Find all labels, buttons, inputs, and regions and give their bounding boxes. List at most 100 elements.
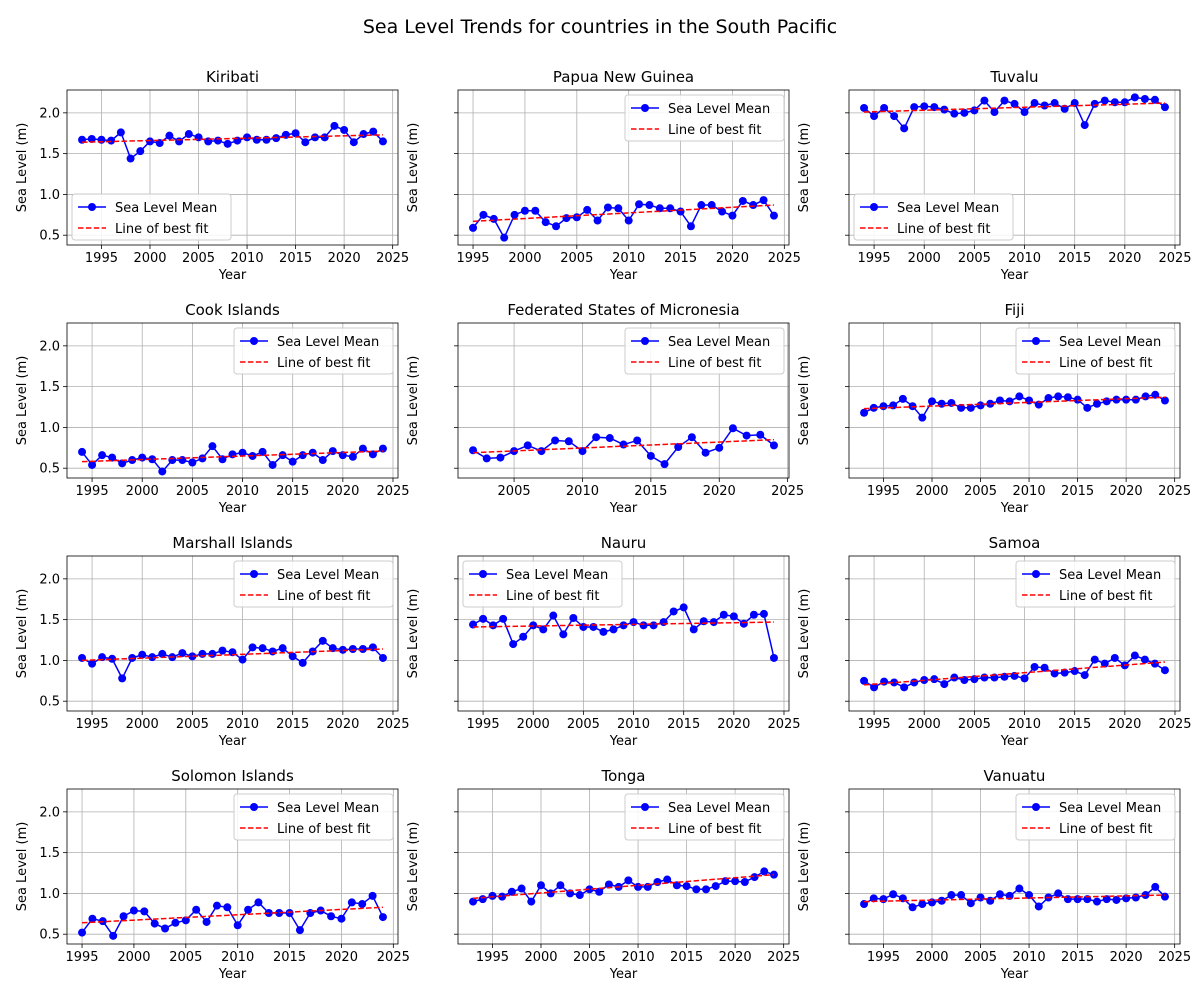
chart-12-legend-label-fit: Line of best fit xyxy=(1059,822,1152,837)
chart-2-sea-level-point xyxy=(614,204,623,213)
chart-4-sea-level-point xyxy=(118,459,127,468)
chart-1-sea-level-point xyxy=(349,138,358,147)
chart-10-x-tick-label: 2025 xyxy=(377,950,410,965)
chart-1-sea-level-point xyxy=(107,136,116,145)
chart-3-axes-frame xyxy=(848,89,1181,246)
chart-1-sea-level-point xyxy=(340,125,349,134)
chart-4-x-tick-label: 2010 xyxy=(226,484,259,499)
chart-3-sea-level-point xyxy=(990,108,999,117)
chart-2-sea-level-point xyxy=(749,201,758,210)
chart-3-sea-level-point xyxy=(890,112,899,121)
chart-3-sea-level-point xyxy=(1040,101,1049,110)
chart-2-sea-level-point xyxy=(728,211,737,220)
chart-6-sea-level-point xyxy=(957,403,966,412)
chart-8-title: Nauru xyxy=(601,534,647,552)
chart-7-xlabel: Year xyxy=(218,734,247,749)
chart-9-sea-level-point xyxy=(1100,659,1109,668)
chart-12-sea-level-point xyxy=(986,896,995,905)
chart-1-legend-label-fit: Line of best fit xyxy=(115,222,208,237)
chart-4-x-tick-label: 1995 xyxy=(76,484,109,499)
chart-2-x-tick-label: 2025 xyxy=(768,251,801,266)
chart-7-y-tick-label: 2.0 xyxy=(39,572,60,587)
chart-8-xlabel: Year xyxy=(609,734,638,749)
chart-7-y-tick-label: 1.5 xyxy=(39,613,60,628)
chart-8-best-fit-line xyxy=(473,621,774,628)
chart-4-y-tick-label: 1.0 xyxy=(39,421,60,436)
chart-12-x-tick-label: 2005 xyxy=(964,950,997,965)
chart-3-sea-level-point xyxy=(860,103,869,112)
chart-2-sea-level-point xyxy=(520,206,529,215)
chart-7-legend-label-mean: Sea Level Mean xyxy=(277,568,379,583)
chart-2-sea-level-point xyxy=(707,201,716,210)
chart-3-sea-level-point xyxy=(1070,99,1079,108)
chart-8-sea-level-point xyxy=(619,621,628,630)
chart-4-sea-level-point xyxy=(368,450,377,459)
chart-5-sea-level-point xyxy=(496,453,505,462)
chart-11-sea-level-point xyxy=(517,884,526,893)
chart-4-sea-level-point xyxy=(268,460,277,469)
chart-3-sea-level-point xyxy=(1130,93,1139,102)
chart-7-x-tick-label: 1995 xyxy=(76,717,109,732)
chart-5-sea-level-point xyxy=(523,441,532,450)
chart-4-sea-level-point xyxy=(78,447,87,456)
chart-2-legend-label-fit: Line of best fit xyxy=(668,123,761,138)
chart-4-legend-label-mean: Sea Level Mean xyxy=(277,335,379,350)
chart-11-sea-level-point xyxy=(527,897,536,906)
chart-4-y-tick-label: 0.5 xyxy=(39,462,60,477)
chart-11-sea-level-point xyxy=(711,882,720,891)
chart-7-x-tick-label: 2020 xyxy=(326,717,359,732)
chart-9-x-tick-label: 2000 xyxy=(908,717,941,732)
chart-11-sea-level-point xyxy=(585,885,594,894)
chart-5-legend-label-fit: Line of best fit xyxy=(668,356,761,371)
chart-12-sea-level-point xyxy=(1160,892,1169,901)
chart-2-axes-frame xyxy=(457,89,790,246)
chart-3-x-tick-label: 2015 xyxy=(1058,251,1091,266)
chart-10-sea-level-point xyxy=(140,907,149,916)
chart-9-sea-level-point xyxy=(1030,662,1039,671)
chart-9-sea-level-point xyxy=(1060,668,1069,677)
chart-11-sea-level-point xyxy=(469,897,478,906)
chart-12-x-tick-label: 2000 xyxy=(915,950,948,965)
chart-6-axes-frame xyxy=(848,322,1181,479)
chart-10-sea-level-point xyxy=(161,924,170,933)
chart-10-best-fit-line xyxy=(82,906,383,924)
chart-5-sea-level-point xyxy=(619,440,628,449)
chart-10-y-tick-label: 2.0 xyxy=(39,805,60,820)
chart-9-ylabel: Sea Level (m) xyxy=(797,589,812,679)
chart-7-sea-level-point xyxy=(118,674,127,683)
chart-8-sea-level-point xyxy=(749,610,758,619)
chart-9-sea-level-point xyxy=(1020,674,1029,683)
chart-8-ylabel: Sea Level (m) xyxy=(406,589,421,679)
chart-3-x-tick-label: 2020 xyxy=(1108,251,1141,266)
chart-10-sea-level-point xyxy=(181,916,190,925)
chart-5-sea-level-point xyxy=(756,430,765,439)
chart-7-x-tick-label: 2015 xyxy=(276,717,309,732)
chart-1-sea-level-point xyxy=(136,147,145,156)
chart-3-sea-level-point xyxy=(1160,103,1169,112)
chart-4-legend-label-fit: Line of best fit xyxy=(277,356,370,371)
chart-5-sea-level-point xyxy=(728,424,737,433)
chart-8-sea-level-point xyxy=(659,618,668,627)
chart-4-sea-level-point xyxy=(238,448,247,457)
chart-12-x-tick-label: 2025 xyxy=(1158,950,1191,965)
chart-12-legend-box xyxy=(1015,793,1176,841)
chart-8-sea-level-point xyxy=(699,617,708,626)
chart-4-x-tick-label: 2020 xyxy=(326,484,359,499)
chart-9-sea-level-point xyxy=(1080,671,1089,680)
chart-10-sea-level-point xyxy=(202,917,211,926)
chart-8-sea-level-point xyxy=(679,603,688,612)
chart-8-sea-level-point xyxy=(689,625,698,634)
chart-7-legend-box xyxy=(233,560,394,608)
chart-4-sea-level-point xyxy=(168,456,177,465)
chart-12-legend-marker-swatch xyxy=(1032,803,1040,811)
chart-1-sea-level-point xyxy=(243,133,252,142)
chart-2-x-tick-label: 2000 xyxy=(508,251,541,266)
chart-6-sea-level-point xyxy=(1112,395,1121,404)
chart-7-title: Marshall Islands xyxy=(172,534,293,552)
chart-9-x-tick-label: 2010 xyxy=(1008,717,1041,732)
chart-8-x-tick-label: 2005 xyxy=(567,717,600,732)
chart-1-sea-level-point xyxy=(184,130,193,139)
chart-5-sea-level-point xyxy=(564,437,573,446)
chart-5-x-tick-label: 2020 xyxy=(703,484,736,499)
chart-10-sea-level-point xyxy=(150,919,159,928)
